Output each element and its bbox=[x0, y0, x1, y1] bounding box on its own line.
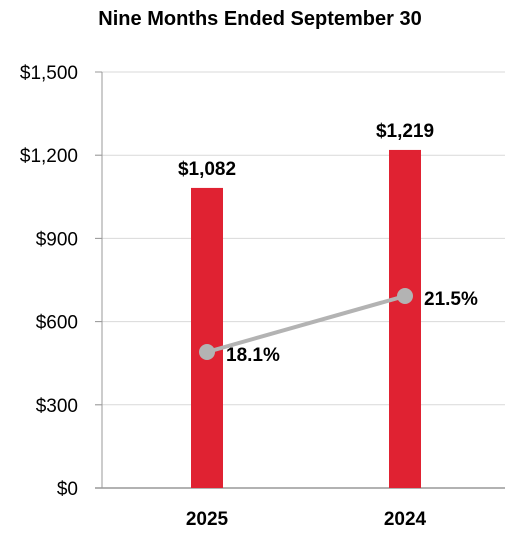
x-tick-label: 2025 bbox=[186, 509, 229, 530]
margin-point bbox=[199, 344, 215, 360]
bar-value-label: $1,082 bbox=[178, 159, 236, 180]
bar bbox=[191, 187, 223, 488]
y-tick-label: $900 bbox=[36, 229, 78, 250]
y-tick-label: $1,200 bbox=[20, 146, 78, 167]
bar bbox=[389, 149, 421, 488]
y-tick-label: $0 bbox=[57, 479, 78, 500]
x-tick-label: 2024 bbox=[384, 509, 427, 530]
margin-label: 18.1% bbox=[226, 345, 280, 366]
margin-label: 21.5% bbox=[424, 289, 478, 310]
bar-value-label: $1,219 bbox=[376, 121, 434, 142]
chart-title: Nine Months Ended September 30 bbox=[98, 8, 422, 30]
margin-line bbox=[206, 294, 406, 354]
y-tick-label: $1,500 bbox=[20, 63, 78, 84]
y-tick-label: $600 bbox=[36, 313, 78, 334]
y-tick-label: $300 bbox=[36, 396, 78, 417]
margin-point bbox=[397, 288, 413, 304]
